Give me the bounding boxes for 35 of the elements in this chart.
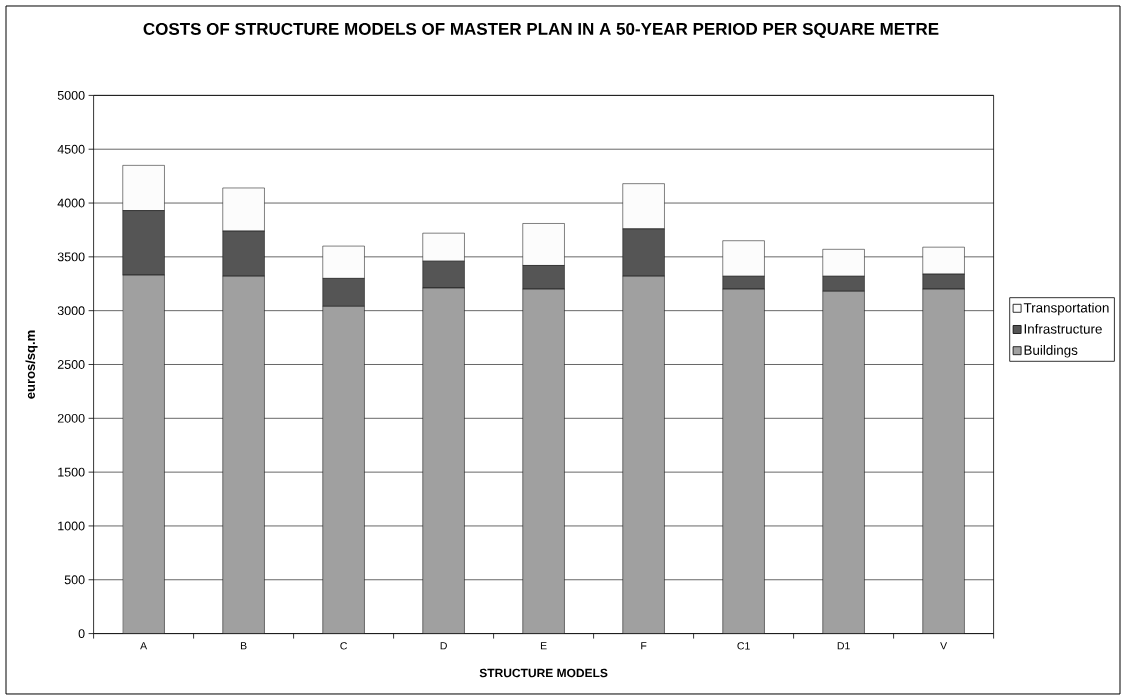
x-tick-label: F [641,642,647,650]
bar [422,287,465,634]
x-tick-label: B [240,642,247,650]
x-axis-title: STRUCTURE MODELS [479,668,608,678]
y-tick-label: 3500 [57,252,85,262]
bar [822,291,865,634]
x-tick-label: A [140,642,148,650]
y-tick-label: 3000 [57,306,85,316]
chart-title: COSTS OF STRUCTURE MODELS OF MASTER PLAN IN A 50-YEAR PERIOD PER SQUARE METRE [143,22,939,39]
bar [322,306,365,634]
y-tick-label: 2500 [57,360,85,369]
y-tick-label: 4500 [57,144,85,154]
y-tick-label: 2000 [57,413,85,423]
y-tick-label: 4000 [57,198,85,208]
y-axis-title: euros/sq.m [25,330,38,399]
x-tick-label: C [340,642,347,650]
legend-label: Infrastructure [1024,323,1102,334]
bar [222,275,265,634]
legend-label: Buildings [1024,345,1078,358]
x-tick-label: D1 [837,642,850,650]
x-tick-label: C1 [737,642,750,650]
y-tick-label: 5000 [57,90,85,100]
legend-label: Transportation [1023,302,1109,316]
y-tick-label: 1000 [58,521,85,531]
y-tick-label: 500 [64,575,85,585]
x-tick-label: V [940,642,948,650]
x-tick-label: E [540,642,547,650]
bar [122,274,165,634]
x-tick-label: D [440,642,447,650]
bar [622,275,665,634]
y-tick-label: 1500 [58,467,85,477]
bar [522,288,565,634]
y-tick-label: 0 [78,629,85,639]
bar [722,288,765,634]
bar [922,288,965,634]
